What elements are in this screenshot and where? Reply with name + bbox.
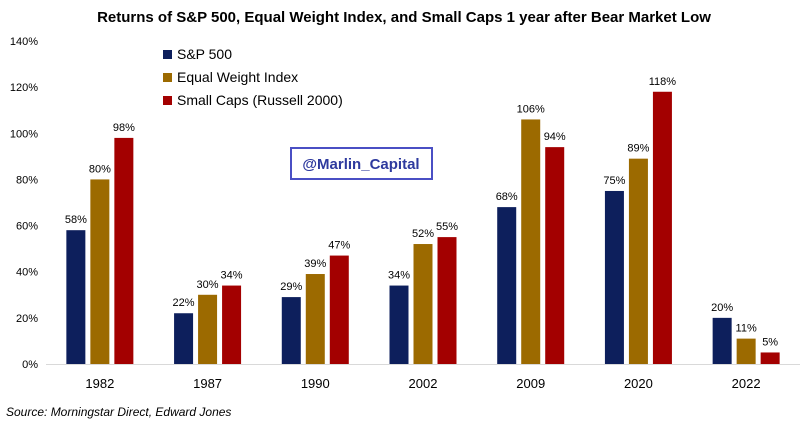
bar-s-p-500-1982 xyxy=(66,230,86,364)
data-label: 75% xyxy=(603,175,625,187)
x-tick-label: 2022 xyxy=(732,376,761,391)
y-tick-label: 80% xyxy=(16,174,38,186)
bar-equal-weight-index-2002 xyxy=(413,244,433,364)
source-note: Source: Morningstar Direct, Edward Jones xyxy=(6,405,232,419)
data-label: 20% xyxy=(711,302,733,314)
data-label: 98% xyxy=(113,122,135,134)
bar-s-p-500-2009 xyxy=(497,207,517,364)
bar-equal-weight-index-1982 xyxy=(90,179,110,364)
legend-swatch xyxy=(163,96,172,105)
x-tick-label: 1987 xyxy=(193,376,222,391)
y-axis: 0% 20% 40% 60% 80% 100% 120% 140% xyxy=(10,36,38,371)
x-tick-label: 2020 xyxy=(624,376,653,391)
x-axis: 1982 1987 1990 2002 2009 2020 2022 xyxy=(46,364,800,391)
bar-s-p-500-1987 xyxy=(174,313,194,364)
data-label: 11% xyxy=(736,323,757,335)
y-tick-label: 140% xyxy=(10,36,38,48)
data-label: 118% xyxy=(649,76,677,88)
bar-small-caps-russell-2000--2020 xyxy=(652,91,672,364)
data-label: 5% xyxy=(762,336,778,348)
y-tick-label: 40% xyxy=(16,267,38,279)
y-tick-label: 100% xyxy=(10,128,38,140)
data-label: 39% xyxy=(304,258,326,270)
legend-swatch xyxy=(163,50,172,59)
y-tick-label: 0% xyxy=(22,359,38,371)
data-label: 29% xyxy=(280,281,302,293)
legend: S&P 500 Equal Weight Index Small Caps (Rus… xyxy=(163,46,343,108)
data-label: 34% xyxy=(388,270,410,282)
data-label: 68% xyxy=(496,191,518,203)
data-label: 89% xyxy=(627,143,649,155)
x-tick-label: 1982 xyxy=(85,376,114,391)
data-label: 30% xyxy=(197,279,219,291)
data-label: 34% xyxy=(221,270,243,282)
data-label: 80% xyxy=(89,163,111,175)
y-tick-label: 20% xyxy=(16,313,38,325)
data-label: 22% xyxy=(173,297,195,309)
data-label: 52% xyxy=(412,228,434,240)
x-tick-label: 2009 xyxy=(516,376,545,391)
data-label: 47% xyxy=(328,240,350,252)
bar-small-caps-russell-2000--2002 xyxy=(437,237,457,364)
bar-s-p-500-2002 xyxy=(389,285,409,364)
bar-s-p-500-1990 xyxy=(281,297,301,364)
bar-equal-weight-index-2020 xyxy=(628,158,648,364)
legend-swatch xyxy=(163,73,172,82)
bar-equal-weight-index-1987 xyxy=(198,294,218,364)
bar-equal-weight-index-1990 xyxy=(305,274,325,364)
legend-label: S&P 500 xyxy=(177,46,232,62)
watermark-box xyxy=(290,147,433,180)
x-tick-label: 2002 xyxy=(409,376,438,391)
watermark: @Marlin_Capital xyxy=(290,147,433,180)
bar-s-p-500-2020 xyxy=(604,190,624,364)
bar-equal-weight-index-2022 xyxy=(736,338,756,364)
legend-label: Equal Weight Index xyxy=(177,69,298,85)
data-label: 55% xyxy=(436,221,458,233)
bar-equal-weight-index-2009 xyxy=(521,119,541,364)
y-tick-label: 120% xyxy=(10,82,38,94)
bar-small-caps-russell-2000--1982 xyxy=(114,137,134,364)
legend-label: Small Caps (Russell 2000) xyxy=(177,92,343,108)
bar-small-caps-russell-2000--1987 xyxy=(222,285,242,364)
data-label: 106% xyxy=(517,103,545,115)
chart-title: Returns of S&P 500, Equal Weight Index, … xyxy=(97,9,711,26)
bar-small-caps-russell-2000--2022 xyxy=(760,352,780,364)
y-tick-label: 60% xyxy=(16,221,38,233)
bars: 58%80%98%22%30%34%29%39%47%34%52%55%68%1… xyxy=(65,76,780,364)
data-label: 58% xyxy=(65,214,87,226)
bar-small-caps-russell-2000--1990 xyxy=(329,255,349,364)
data-label: 94% xyxy=(544,131,566,143)
bar-small-caps-russell-2000--2009 xyxy=(545,147,565,364)
bar-s-p-500-2022 xyxy=(712,317,732,364)
watermark-text: @Marlin_Capital xyxy=(302,156,419,173)
x-tick-label: 1990 xyxy=(301,376,330,391)
